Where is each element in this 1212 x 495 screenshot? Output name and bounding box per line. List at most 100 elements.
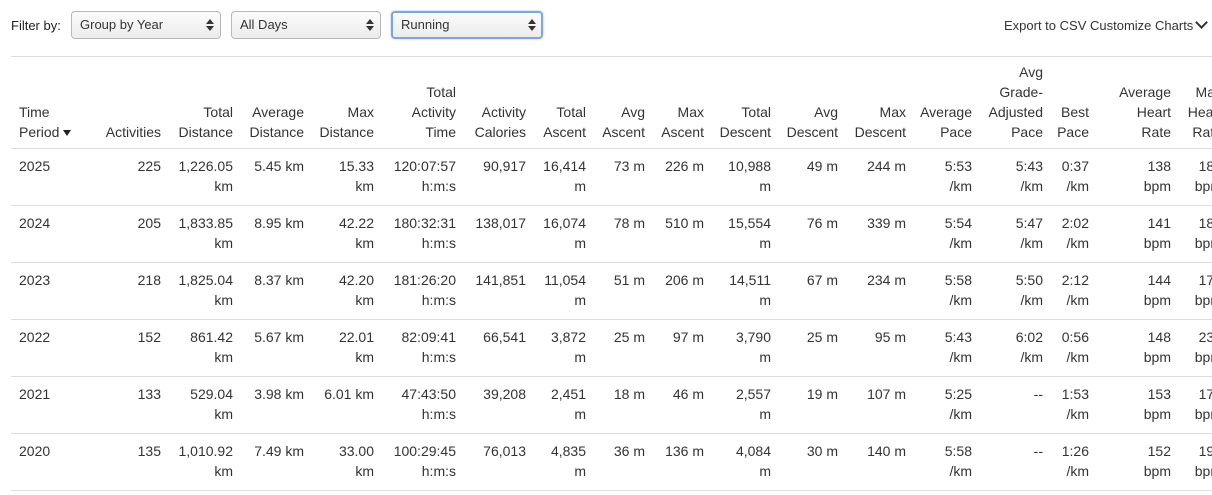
cell-value: 97 m	[672, 329, 704, 345]
table-cell: 47:43:50 h:m:s	[374, 376, 456, 434]
table-cell: 5.45 km	[233, 148, 304, 206]
cell-value: 5.45 km	[254, 158, 304, 174]
group-by-select[interactable]: Group by Year	[71, 11, 221, 39]
column-header[interactable]: Max Descent	[838, 56, 906, 149]
cell-value: 15.33	[338, 158, 374, 174]
column-header-label: Total	[741, 104, 771, 120]
cell-value: 2:02	[1061, 215, 1089, 231]
column-header[interactable]: Activity Calories	[456, 56, 526, 149]
table-cell: 176 bpm	[1171, 376, 1212, 434]
cell-value: 15,554	[728, 215, 771, 231]
column-header[interactable]: Total Distance	[161, 56, 233, 149]
table-cell: 5:58/km	[906, 262, 972, 320]
table-cell: 97 m	[645, 319, 704, 377]
table-cell: 148 bpm	[1089, 319, 1171, 377]
cell-value: 120:07:57	[393, 158, 456, 174]
table-cell: 861.42 km	[161, 319, 233, 377]
cell-value: km	[214, 292, 233, 308]
cell-value: 19 m	[806, 386, 838, 402]
table-cell: 6.01 km	[304, 376, 374, 434]
column-header-label: Pace	[1011, 124, 1043, 140]
column-header-label: Distance	[178, 124, 233, 140]
activity-type-select[interactable]: Running	[391, 11, 543, 39]
column-header-label: Pace	[940, 124, 972, 140]
cell-value: 230	[1198, 329, 1212, 345]
table-cell: 95 m	[838, 319, 906, 377]
cell-value: 76 m	[806, 215, 838, 231]
cell-value: m	[574, 292, 586, 308]
cell-value: 5:43	[944, 329, 972, 345]
column-header[interactable]: Avg Ascent	[586, 56, 645, 149]
cell-value: 2:12	[1061, 272, 1089, 288]
column-header[interactable]: Total Activity Time	[374, 56, 456, 149]
table-cell: 2:12/km	[1043, 262, 1089, 320]
cell-value: /km	[1066, 406, 1089, 422]
table-cell: 11,054 m	[526, 262, 586, 320]
cell-value: 2023	[19, 272, 51, 288]
table-row[interactable]: 2023 218 1,825.04 km 8.37 km 42.20 km 181:26:20…	[11, 262, 1212, 320]
table-cell: 16,414 m	[526, 148, 586, 206]
export-csv-link[interactable]: Export to CSV	[1004, 18, 1087, 33]
cell-value: 78 m	[613, 215, 645, 231]
column-header-time-period[interactable]: Time Period	[11, 56, 90, 149]
table-cell: 73 m	[586, 148, 645, 206]
table-cell: 14,511 m	[704, 262, 771, 320]
table-cell: 0:37/km	[1043, 148, 1089, 206]
cell-value: 0:37	[1061, 158, 1089, 174]
column-header-label: Descent	[786, 124, 838, 140]
table-row[interactable]: 2020 135 1,010.92 km 7.49 km 33.00 km 100:29:45…	[11, 433, 1212, 491]
table-cell: 6:02/km	[972, 319, 1043, 377]
column-header[interactable]: Total Descent	[704, 56, 771, 149]
column-header-label: Ascent	[543, 124, 586, 140]
table-row[interactable]: 2022 152 861.42 km 5.67 km 22.01 km 82:09:41 h:m…	[11, 319, 1212, 377]
column-header[interactable]: Activities	[90, 56, 161, 149]
cell-value: 218	[137, 272, 161, 288]
cell-value: 153	[1147, 386, 1171, 402]
column-header[interactable]: Avg Descent	[771, 56, 838, 149]
updown-arrows-icon	[366, 18, 374, 32]
table-row[interactable]: 2024 205 1,833.85 km 8.95 km 42.22 km 180:32:31…	[11, 205, 1212, 263]
table-cell: 234 m	[838, 262, 906, 320]
table-cell: 206 m	[645, 262, 704, 320]
cell-value: --	[1033, 443, 1043, 459]
column-header[interactable]: Max Ascent	[645, 56, 704, 149]
column-header[interactable]: Avg Grade- Adjusted Pace	[972, 56, 1043, 149]
cell-value: 25 m	[613, 329, 645, 345]
column-header[interactable]: Max Distance	[304, 56, 374, 149]
cell-value: 5:47	[1015, 215, 1043, 231]
table-cell: 100:29:45 h:m:s	[374, 433, 456, 491]
customize-charts-menu[interactable]: Customize Charts	[1090, 16, 1209, 33]
days-select[interactable]: All Days	[231, 11, 381, 39]
table-row[interactable]: 2021 133 529.04 km 3.98 km 6.01 km 47:43:50 h:m…	[11, 376, 1212, 434]
cell-value: 5:50	[1015, 272, 1043, 288]
table-cell: 180 bpm	[1171, 205, 1212, 263]
cell-value: /km	[1066, 349, 1089, 365]
table-cell: 152	[90, 319, 161, 377]
table-cell: --	[972, 376, 1043, 434]
table-cell: 510 m	[645, 205, 704, 263]
table-cell: 135	[90, 433, 161, 491]
table-cell: 39,208	[456, 376, 526, 434]
cell-value: 39,208	[483, 386, 526, 402]
cell-value: 225	[137, 158, 161, 174]
table-cell: 90,917	[456, 148, 526, 206]
table-cell: 4,084 m	[704, 433, 771, 491]
column-header-label: Period	[19, 124, 60, 140]
table-cell: 225	[90, 148, 161, 206]
cell-value: 226 m	[665, 158, 704, 174]
table-row[interactable]: 2025 225 1,226.05 km 5.45 km 15.33 km 120:07:57…	[11, 148, 1212, 206]
column-header[interactable]: Best Pace	[1043, 56, 1089, 149]
column-header-label: Avg	[621, 104, 645, 120]
column-header[interactable]: Average Distance	[233, 56, 304, 149]
table-cell: 76,013	[456, 433, 526, 491]
cell-value: 190	[1198, 443, 1212, 459]
table-cell: 218	[90, 262, 161, 320]
column-header[interactable]: Average Heart Rate	[1089, 56, 1171, 149]
column-header[interactable]: Average Pace	[906, 56, 972, 149]
column-header[interactable]: Max Heart Rate	[1171, 56, 1212, 149]
column-header-label: Heart	[1187, 104, 1212, 120]
column-header[interactable]: Total Ascent	[526, 56, 586, 149]
cell-value: 2,451	[550, 386, 586, 402]
table-cell: 15,554 m	[704, 205, 771, 263]
cell-value: bpm	[1194, 292, 1212, 308]
